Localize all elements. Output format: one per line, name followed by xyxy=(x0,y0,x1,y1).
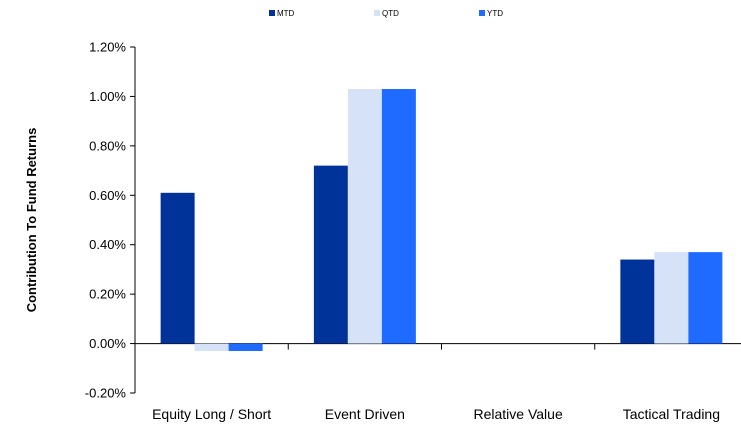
legend-label-qtd: QTD xyxy=(382,9,399,18)
y-tick-label: 0.20% xyxy=(89,287,126,302)
bar-qtd-event-driven xyxy=(347,89,382,344)
bars xyxy=(160,89,723,351)
bar-qtd-tactical-trading xyxy=(654,252,689,344)
bar-qtd-equity-long-short xyxy=(194,343,229,351)
y-tick-label: 0.60% xyxy=(89,188,126,203)
legend-label-mtd: MTD xyxy=(277,9,295,18)
y-tick-label: -0.20% xyxy=(85,386,127,401)
bar-mtd-tactical-trading xyxy=(620,259,655,344)
x-tick-label: Equity Long / Short xyxy=(152,406,271,422)
legend: MTD QTD YTD xyxy=(269,9,503,18)
bar-ytd-event-driven xyxy=(381,89,416,344)
y-axis: -0.20% 0.00% 0.20% 0.40% 0.60% 0.80% 1.00% 1.20… xyxy=(85,40,136,401)
x-axis: Equity Long / Short Event Driven Relative … xyxy=(135,343,741,422)
y-tick-label: 0.40% xyxy=(89,237,126,252)
legend-label-ytd: YTD xyxy=(487,9,503,18)
bar-ytd-equity-long-short xyxy=(228,343,263,351)
y-tick-label: 1.20% xyxy=(89,40,126,55)
bar-mtd-equity-long-short xyxy=(160,192,195,344)
x-tick-label: Relative Value xyxy=(474,406,563,422)
y-tick-label: 0.00% xyxy=(89,336,126,351)
y-tick-label: 0.80% xyxy=(89,138,126,153)
bar-mtd-event-driven xyxy=(313,165,348,344)
legend-swatch-mtd xyxy=(269,10,275,16)
x-tick-label: Event Driven xyxy=(325,406,405,422)
bar-ytd-tactical-trading xyxy=(688,252,723,344)
legend-swatch-qtd xyxy=(374,10,380,16)
legend-swatch-ytd xyxy=(479,10,485,16)
y-axis-title: Contribution To Fund Returns xyxy=(24,128,39,313)
x-tick-label: Tactical Trading xyxy=(623,406,720,422)
y-tick-label: 1.00% xyxy=(89,89,126,104)
